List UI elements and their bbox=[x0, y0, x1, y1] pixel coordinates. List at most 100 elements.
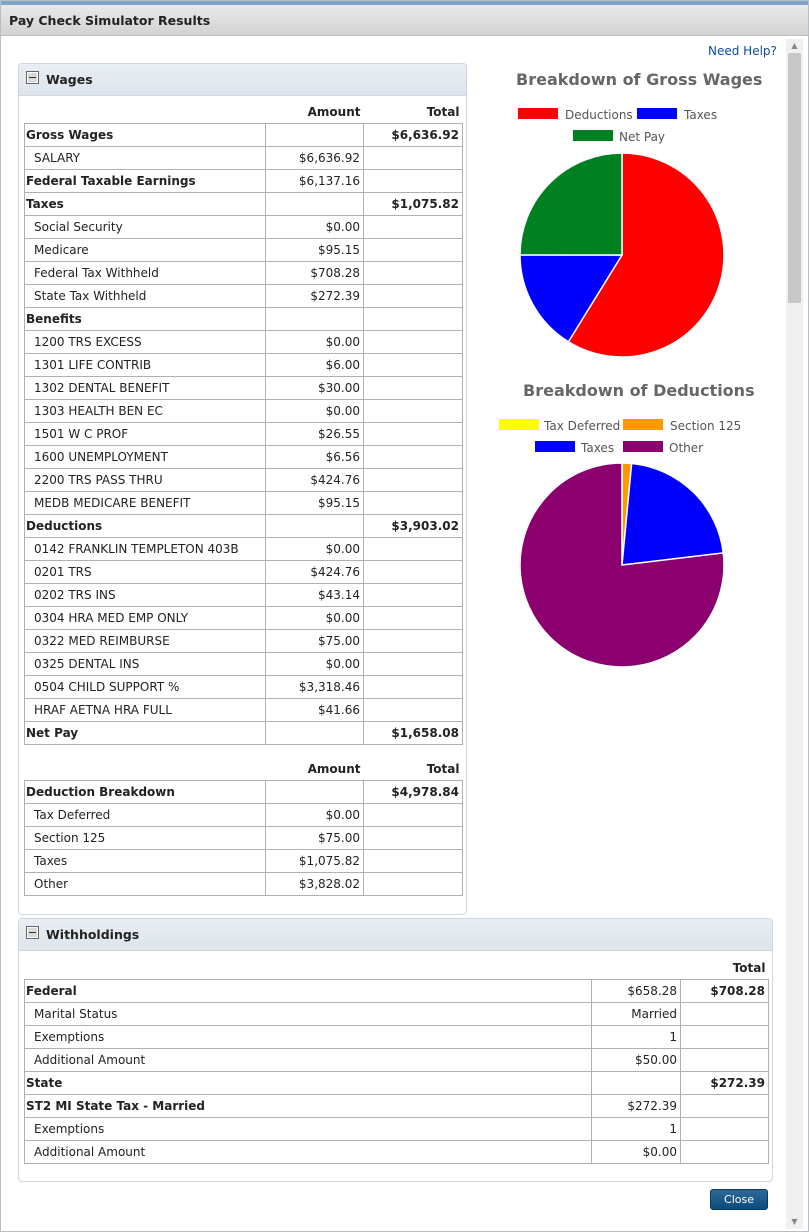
table-row: Social Security $0.00 bbox=[24, 214, 463, 239]
table-row: Deduction Breakdown $4,978.84 bbox=[24, 779, 463, 804]
row-total bbox=[363, 145, 463, 170]
table-row: SALARY $6,636.92 bbox=[24, 145, 463, 170]
deduction-breakdown-table: Amount Total Deduction Breakdown $4,978.8… bbox=[24, 757, 463, 896]
table-row: Exemptions 1 bbox=[24, 1024, 769, 1049]
table-row: Federal Tax Withheld $708.28 bbox=[24, 260, 463, 285]
table-row: Federal $658.28 $708.28 bbox=[24, 978, 769, 1003]
row-amount: $272.39 bbox=[591, 1093, 681, 1118]
row-amount bbox=[265, 122, 364, 147]
row-total bbox=[363, 467, 463, 492]
scroll-down-arrow-icon[interactable]: ▼ bbox=[791, 1217, 798, 1226]
withholdings-panel-header: Withholdings bbox=[19, 919, 772, 951]
legend-label: Net Pay bbox=[619, 130, 666, 144]
withholdings-panel-title: Withholdings bbox=[46, 927, 140, 942]
collapse-icon[interactable] bbox=[26, 71, 39, 84]
legend-swatch bbox=[573, 130, 613, 141]
vertical-scrollbar[interactable]: ▲ ▼ bbox=[786, 39, 803, 1229]
row-amount: $75.00 bbox=[265, 628, 364, 653]
row-label: Social Security bbox=[24, 214, 266, 239]
legend-swatch bbox=[518, 108, 558, 119]
row-total bbox=[680, 1116, 769, 1141]
legend-label: Tax Deferred bbox=[544, 419, 621, 433]
row-amount: $424.76 bbox=[265, 559, 364, 584]
row-total bbox=[680, 1024, 769, 1049]
table-row: Taxes $1,075.82 bbox=[24, 191, 463, 216]
row-amount bbox=[265, 306, 364, 331]
row-amount: $424.76 bbox=[265, 467, 364, 492]
row-amount: $1,075.82 bbox=[265, 848, 364, 873]
scroll-up-arrow-icon[interactable]: ▲ bbox=[791, 41, 798, 50]
row-amount: $0.00 bbox=[265, 536, 364, 561]
row-total bbox=[363, 168, 463, 193]
row-amount: $50.00 bbox=[591, 1047, 681, 1072]
table-row: 0142 FRANKLIN TEMPLETON 403B $0.00 bbox=[24, 536, 463, 561]
row-label: Exemptions bbox=[24, 1116, 592, 1141]
header-spacer bbox=[592, 956, 681, 979]
table-row: 1301 LIFE CONTRIB $6.00 bbox=[24, 352, 463, 377]
row-label: Section 125 bbox=[24, 825, 266, 850]
row-total bbox=[363, 582, 463, 607]
pie-slice-deductions bbox=[567, 153, 725, 358]
row-amount: $41.66 bbox=[265, 697, 364, 722]
row-amount: $6,636.92 bbox=[265, 145, 364, 170]
table-row: 1302 DENTAL BENEFIT $30.00 bbox=[24, 375, 463, 400]
row-label: ST2 MI State Tax - Married bbox=[24, 1093, 592, 1118]
row-total bbox=[363, 283, 463, 308]
table-row: State $272.39 bbox=[24, 1070, 769, 1095]
row-label: 1600 UNEMPLOYMENT bbox=[24, 444, 266, 469]
row-label: Taxes bbox=[24, 191, 266, 216]
close-button[interactable]: Close bbox=[710, 1189, 768, 1210]
title-bar: Pay Check Simulator Results bbox=[1, 1, 808, 36]
table-row: Net Pay $1,658.08 bbox=[24, 720, 463, 745]
total-column-header: Total bbox=[426, 761, 460, 776]
row-amount bbox=[265, 513, 364, 538]
row-amount bbox=[265, 779, 364, 804]
deductions-chart-title: Breakdown of Deductions bbox=[523, 381, 755, 400]
row-amount: $3,318.46 bbox=[265, 674, 364, 699]
row-total bbox=[363, 329, 463, 354]
collapse-icon[interactable] bbox=[26, 926, 39, 939]
legend-label: Deductions bbox=[565, 108, 633, 122]
row-total bbox=[680, 1093, 769, 1118]
row-label: State bbox=[24, 1070, 592, 1095]
row-amount: $0.00 bbox=[265, 605, 364, 630]
table-row: Benefits bbox=[24, 306, 463, 331]
legend-swatch bbox=[499, 419, 539, 430]
row-total bbox=[363, 802, 463, 827]
table-row: Taxes $1,075.82 bbox=[24, 848, 463, 873]
row-label: MEDB MEDICARE BENEFIT bbox=[24, 490, 266, 515]
row-total bbox=[363, 306, 463, 331]
table-row: 1303 HEALTH BEN EC $0.00 bbox=[24, 398, 463, 423]
row-label: Gross Wages bbox=[24, 122, 266, 147]
row-amount: $0.00 bbox=[265, 398, 364, 423]
wages-panel-title: Wages bbox=[46, 72, 93, 87]
table-row: HRAF AETNA HRA FULL $41.66 bbox=[24, 697, 463, 722]
table-row: Section 125 $75.00 bbox=[24, 825, 463, 850]
table-row: Deductions $3,903.02 bbox=[24, 513, 463, 538]
scroll-thumb[interactable] bbox=[788, 53, 801, 303]
header-spacer bbox=[25, 100, 266, 123]
pie-slice-taxes bbox=[519, 254, 624, 343]
row-amount: $30.00 bbox=[265, 375, 364, 400]
total-column-header: Total bbox=[732, 960, 766, 975]
row-amount: $708.28 bbox=[265, 260, 364, 285]
need-help-link[interactable]: Need Help? bbox=[708, 44, 777, 58]
row-total: $6,636.92 bbox=[363, 122, 463, 147]
table-row: Additional Amount $50.00 bbox=[24, 1047, 769, 1072]
row-label: 0202 TRS INS bbox=[24, 582, 266, 607]
row-total bbox=[363, 848, 463, 873]
row-total bbox=[363, 490, 463, 515]
legend-swatch bbox=[623, 419, 663, 430]
row-total bbox=[363, 444, 463, 469]
row-amount: $43.14 bbox=[265, 582, 364, 607]
row-total: $1,658.08 bbox=[363, 720, 463, 745]
table-row: State Tax Withheld $272.39 bbox=[24, 283, 463, 308]
row-label: Taxes bbox=[24, 848, 266, 873]
row-label: 0325 DENTAL INS bbox=[24, 651, 266, 676]
legend-swatch bbox=[637, 108, 677, 119]
row-total bbox=[363, 421, 463, 446]
row-label: HRAF AETNA HRA FULL bbox=[24, 697, 266, 722]
row-total bbox=[363, 559, 463, 584]
row-amount: $75.00 bbox=[265, 825, 364, 850]
